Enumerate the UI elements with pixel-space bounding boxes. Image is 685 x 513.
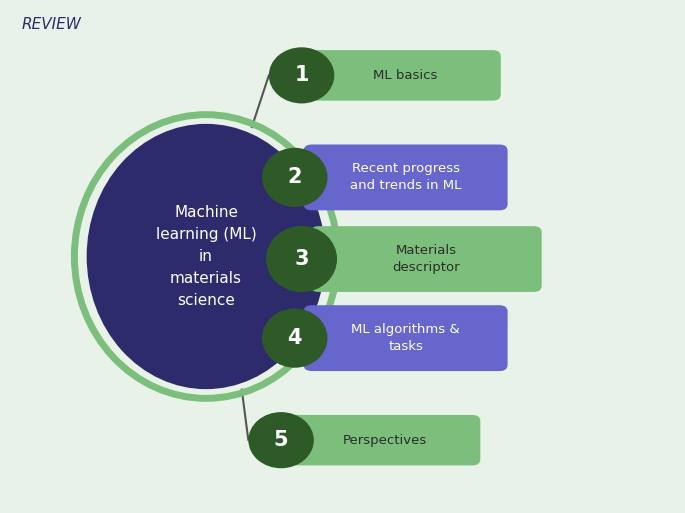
Ellipse shape bbox=[249, 412, 314, 468]
Text: Perspectives: Perspectives bbox=[343, 433, 427, 447]
Text: Machine
learning (ML)
in
materials
science: Machine learning (ML) in materials scien… bbox=[155, 205, 256, 308]
Text: ML basics: ML basics bbox=[373, 69, 438, 82]
Text: 2: 2 bbox=[288, 167, 302, 187]
FancyBboxPatch shape bbox=[303, 305, 508, 371]
Ellipse shape bbox=[266, 226, 337, 292]
FancyBboxPatch shape bbox=[290, 415, 480, 465]
Text: Recent progress
and trends in ML: Recent progress and trends in ML bbox=[350, 163, 461, 192]
FancyBboxPatch shape bbox=[310, 50, 501, 101]
FancyBboxPatch shape bbox=[303, 145, 508, 210]
Ellipse shape bbox=[80, 119, 332, 394]
Ellipse shape bbox=[269, 47, 334, 104]
Text: Materials
descriptor: Materials descriptor bbox=[393, 244, 460, 274]
Text: REVIEW: REVIEW bbox=[22, 17, 82, 32]
Text: 3: 3 bbox=[295, 249, 309, 269]
FancyBboxPatch shape bbox=[310, 226, 542, 292]
Ellipse shape bbox=[262, 308, 327, 368]
Ellipse shape bbox=[262, 148, 327, 207]
Text: ML algorithms &
tasks: ML algorithms & tasks bbox=[351, 323, 460, 353]
Text: 1: 1 bbox=[295, 65, 309, 85]
Text: 5: 5 bbox=[274, 430, 288, 450]
Ellipse shape bbox=[87, 124, 325, 389]
Text: 4: 4 bbox=[288, 328, 302, 348]
